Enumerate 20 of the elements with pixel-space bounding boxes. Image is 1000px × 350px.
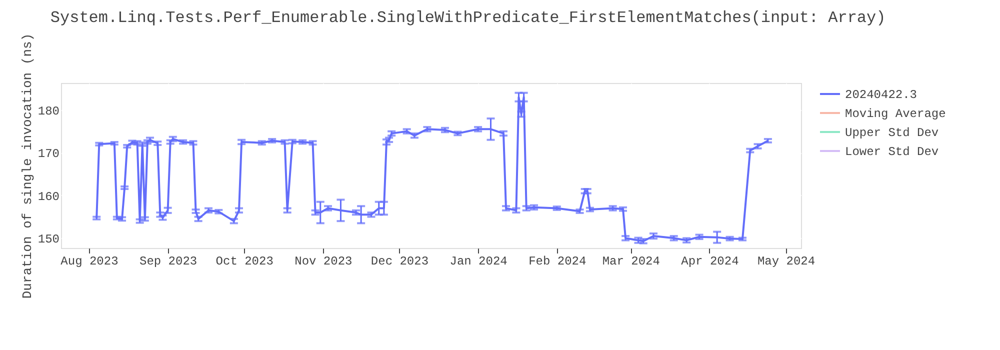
chart-title: System.Linq.Tests.Perf_Enumerable.SingleWithPredicate_FirstElementMatches(input: Array) (50, 8, 886, 27)
legend-label: Moving Average (845, 107, 946, 121)
y-tick-label: 170 (38, 147, 60, 162)
legend-label: 20240422.3 (845, 88, 918, 102)
x-tick-label: Sep 2023 (140, 254, 198, 268)
x-tick-label: Jan 2024 (450, 254, 508, 268)
x-tick-label: Nov 2023 (294, 254, 352, 268)
x-tick-label: May 2024 (757, 254, 816, 268)
y-tick-label: 180 (38, 104, 60, 118)
x-tick-label: Dec 2023 (370, 254, 429, 268)
x-tick-label: Aug 2023 (60, 254, 118, 268)
x-tick-label: Mar 2024 (602, 254, 660, 268)
x-tick-label: Apr 2024 (681, 254, 739, 268)
y-tick-label: 160 (38, 190, 60, 204)
legend-label: Lower Std Dev (845, 145, 939, 159)
x-tick-label: Feb 2024 (528, 254, 586, 268)
legend-label: Upper Std Dev (845, 126, 939, 140)
x-tick-label: Oct 2023 (216, 254, 274, 268)
y-tick-label: 150 (38, 232, 60, 247)
y-axis-title: Duration of single invocation (ns) (20, 33, 35, 299)
